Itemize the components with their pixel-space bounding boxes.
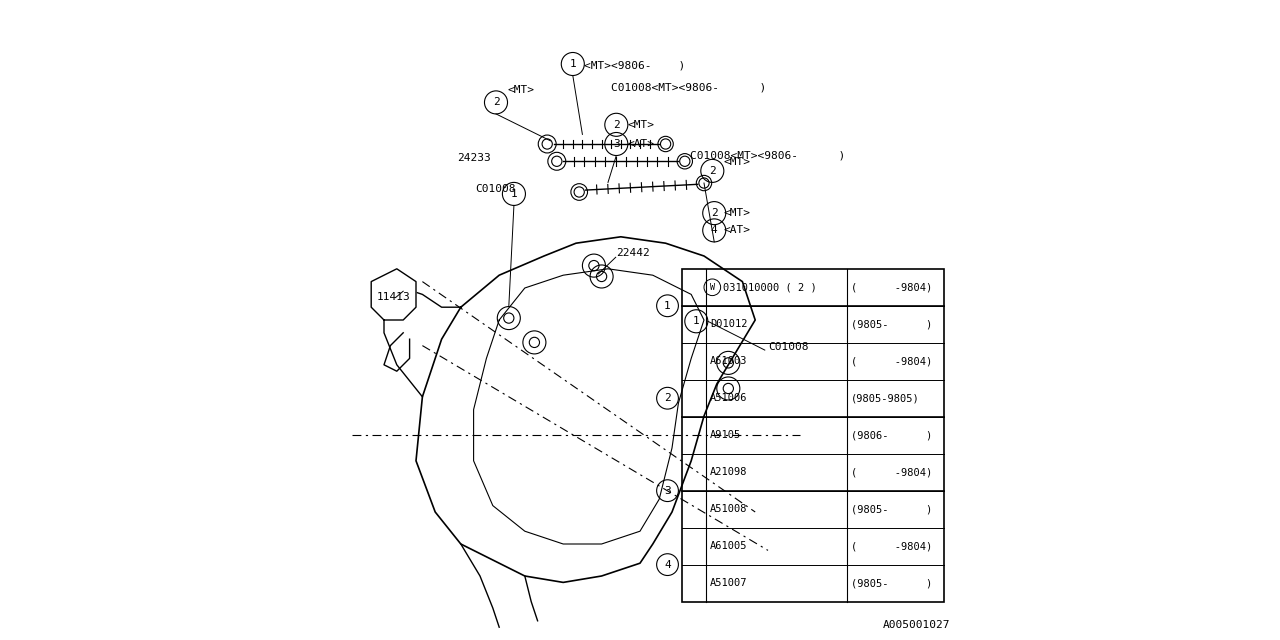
Text: 2: 2 (493, 97, 499, 108)
Text: (9805-9805): (9805-9805) (850, 393, 919, 403)
Bar (681, 269, 943, 602)
Text: (9805-      ): (9805- ) (850, 504, 932, 514)
Text: (      -9804): ( -9804) (850, 541, 932, 551)
Text: (      -9804): ( -9804) (850, 282, 932, 292)
Text: 1: 1 (511, 189, 517, 199)
Text: A21098: A21098 (709, 467, 748, 477)
Text: 11413: 11413 (376, 292, 410, 301)
Text: 22442: 22442 (616, 248, 649, 258)
Text: C01008<MT><9806-      ): C01008<MT><9806- ) (690, 151, 845, 161)
Text: <MT><9806-    ): <MT><9806- ) (584, 60, 685, 70)
Text: <AT>: <AT> (724, 225, 751, 236)
Text: 2: 2 (664, 393, 671, 403)
Text: A9105: A9105 (709, 430, 741, 440)
Text: (9806-      ): (9806- ) (850, 430, 932, 440)
Text: 1: 1 (692, 316, 700, 326)
Text: <AT>: <AT> (627, 139, 655, 149)
Text: (9805-      ): (9805- ) (850, 578, 932, 588)
Text: 1: 1 (570, 59, 576, 69)
Text: (      -9804): ( -9804) (850, 356, 932, 366)
Text: 4: 4 (710, 225, 718, 236)
Text: W: W (710, 283, 714, 292)
Text: C01008<MT><9806-      ): C01008<MT><9806- ) (612, 83, 767, 93)
Text: <MT>: <MT> (724, 208, 751, 218)
Text: 2: 2 (709, 166, 716, 176)
Text: <MT>: <MT> (507, 84, 535, 95)
Text: C01008: C01008 (476, 184, 516, 194)
Text: 1: 1 (664, 301, 671, 311)
Text: 4: 4 (664, 559, 671, 570)
Text: 3: 3 (613, 139, 620, 149)
Text: <MT>: <MT> (724, 157, 751, 167)
Text: <MT>: <MT> (627, 120, 655, 130)
Text: 3: 3 (664, 486, 671, 495)
Text: 031010000 ( 2 ): 031010000 ( 2 ) (722, 282, 817, 292)
Text: A51007: A51007 (709, 578, 748, 588)
Text: A61005: A61005 (709, 541, 748, 551)
Text: 2: 2 (710, 208, 718, 218)
Text: 24233: 24233 (458, 154, 492, 163)
Text: A005001027: A005001027 (883, 621, 950, 630)
Text: C01008: C01008 (768, 342, 809, 352)
Text: D01012: D01012 (709, 319, 748, 329)
Text: 2: 2 (613, 120, 620, 130)
Text: (9805-      ): (9805- ) (850, 319, 932, 329)
Text: (      -9804): ( -9804) (850, 467, 932, 477)
Text: A51006: A51006 (709, 393, 748, 403)
Text: A61003: A61003 (709, 356, 748, 366)
Text: A51008: A51008 (709, 504, 748, 514)
Polygon shape (371, 269, 416, 320)
